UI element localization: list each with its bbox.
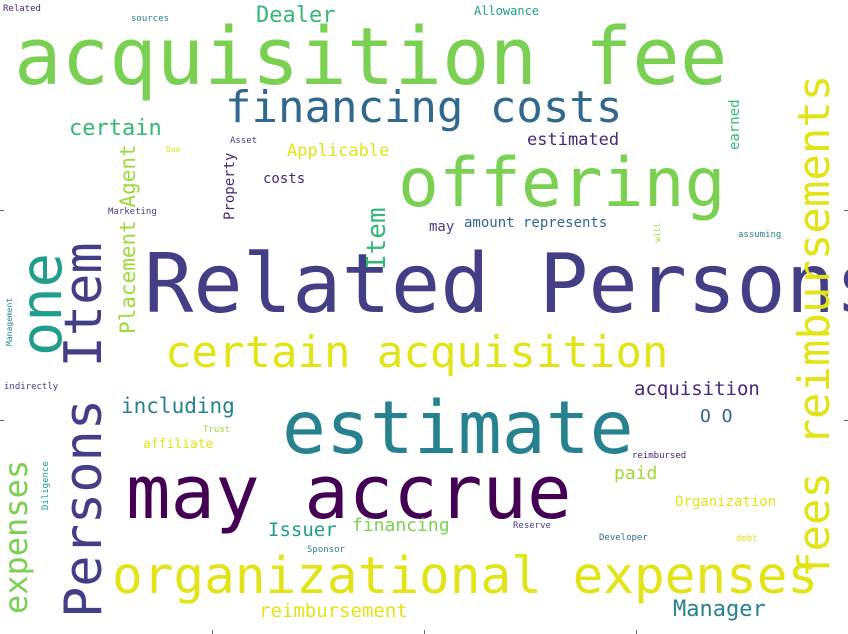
frame-tick <box>844 210 848 211</box>
word-applicable: Applicable <box>287 141 390 161</box>
word-marketing: Marketing <box>108 207 157 217</box>
word-allowance: Allowance <box>474 4 540 18</box>
word-may: may <box>429 219 455 235</box>
word-assuming: assuming <box>738 230 782 240</box>
word-due: Due <box>166 145 181 154</box>
word-may-accrue: may accrue <box>126 450 572 536</box>
word-asset: Asset <box>230 136 258 146</box>
word-affiliate: affiliate <box>143 437 214 452</box>
word-sponsor: Sponsor <box>307 545 345 555</box>
word-organization: Organization <box>675 494 777 510</box>
word-placement-agent: Placement Agent <box>116 144 140 334</box>
word-trust: Trust <box>203 425 231 435</box>
word-estimated: estimated <box>527 130 620 150</box>
word-sources: sources <box>131 14 169 24</box>
word-management: Management <box>5 297 14 346</box>
word-acquisition-fee: acquisition fee <box>14 11 728 103</box>
word-o-o: O O <box>700 406 733 427</box>
word-costs: costs <box>263 171 306 187</box>
word-certain-acquisition: certain acquisition <box>165 327 669 378</box>
word-earned: earned <box>727 99 743 150</box>
word-amount-represents: amount represents <box>464 215 608 231</box>
word-one: one <box>9 253 75 356</box>
frame-tick <box>0 210 4 211</box>
word-related: Related <box>3 4 41 14</box>
word-including: including <box>121 394 235 418</box>
frame-tick <box>212 630 213 634</box>
word-diligence: Diligence <box>41 461 51 510</box>
word-reserve: Reserve <box>513 521 551 531</box>
word-acquisition: acquisition <box>634 378 760 400</box>
word-expenses: expenses <box>0 459 35 614</box>
word-will: will <box>653 222 662 242</box>
frame-tick <box>844 420 848 421</box>
word-debt: debt <box>736 534 758 544</box>
word-related-persons: Related Persons <box>144 237 848 332</box>
word-property: Property <box>222 152 238 220</box>
word-indirectly: indirectly <box>4 382 59 392</box>
frame-tick <box>636 630 637 634</box>
word-reimbursement: reimbursement <box>259 600 408 622</box>
word-paid: paid <box>614 463 658 484</box>
word-certain: certain <box>69 116 162 141</box>
word-issuer: Issuer <box>268 519 337 541</box>
word-manager: Manager <box>673 597 766 622</box>
word-item: Item <box>362 207 392 270</box>
word-fees-reimbursements: fees reimbursements <box>789 74 840 578</box>
word-dealer: Dealer <box>256 3 336 28</box>
word-developer: Developer <box>599 533 648 543</box>
word-offering: offering <box>398 144 726 223</box>
frame-tick <box>0 420 4 421</box>
word-estimate: estimate <box>282 386 634 471</box>
frame-tick <box>424 630 425 634</box>
word-financing-costs: financing costs <box>225 82 623 133</box>
word-financing: financing <box>352 515 450 536</box>
word-organizational-expenses: organizational expenses <box>112 547 819 606</box>
word-reimbursed: reimbursed <box>632 451 687 461</box>
